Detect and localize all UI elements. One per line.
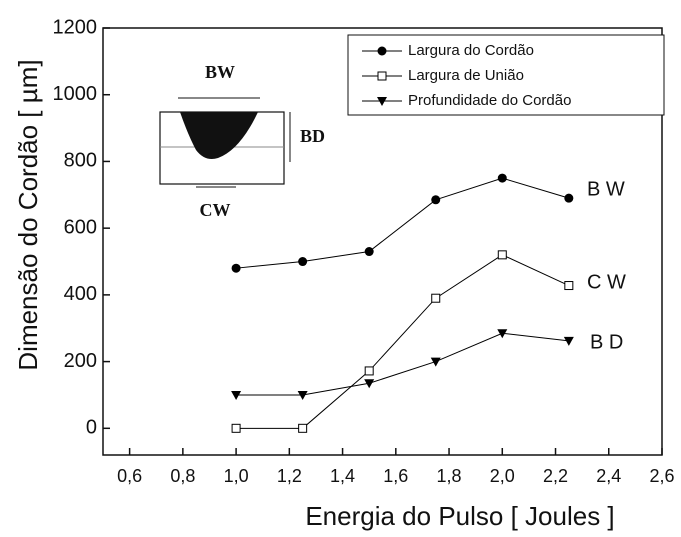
- inset-label: CW: [200, 200, 231, 220]
- series-line: [236, 177, 569, 269]
- marker: [377, 46, 387, 56]
- y-tick-label: 800: [64, 150, 97, 172]
- y-tick-label: 0: [86, 417, 97, 439]
- x-tick-label: 1,8: [437, 466, 462, 486]
- inset-diagram: BW BD CW: [159, 62, 325, 220]
- marker: [231, 390, 242, 400]
- y-tick-label: 200: [64, 350, 97, 372]
- marker: [430, 357, 441, 367]
- inset-label: BD: [300, 126, 325, 146]
- marker: [497, 329, 508, 339]
- marker: [364, 366, 374, 376]
- x-tick-label: 1,6: [383, 466, 408, 486]
- x-tick-label: 0,6: [117, 466, 142, 486]
- marker: [231, 423, 241, 433]
- marker: [564, 193, 574, 203]
- legend-box: [347, 34, 665, 116]
- marker: [497, 173, 507, 183]
- x-tick-label: 1,2: [277, 466, 302, 486]
- inset-label: BW: [205, 62, 235, 82]
- marker: [298, 257, 308, 267]
- plot-frame: [102, 27, 663, 456]
- marker: [431, 195, 441, 205]
- annotation: B D: [590, 331, 623, 353]
- marker: [297, 390, 308, 400]
- x-tick-label: 2,6: [649, 466, 674, 486]
- marker: [364, 247, 374, 257]
- y-tick-label: 600: [64, 216, 97, 238]
- x-tick-label: 2,0: [490, 466, 515, 486]
- y-tick-label: 1200: [53, 16, 98, 38]
- y-axis-label: Dimensão do Cordão [ µm]: [13, 59, 43, 370]
- x-tick-label: 2,2: [543, 466, 568, 486]
- legend-label: Largura de União: [408, 67, 524, 84]
- marker: [564, 281, 574, 291]
- series-line: [236, 254, 570, 429]
- y-tick-label: 1000: [53, 83, 98, 105]
- annotation: B W: [587, 178, 625, 200]
- marker: [377, 71, 387, 81]
- y-tick-label: 400: [64, 283, 97, 305]
- legend-label: Profundidade do Cordão: [408, 92, 571, 109]
- marker: [563, 336, 574, 346]
- marker: [364, 379, 375, 389]
- annotation: C W: [587, 271, 626, 293]
- inset-bead: [180, 112, 258, 159]
- marker: [377, 97, 387, 106]
- x-axis-label: Energia do Pulso [ Joules ]: [305, 501, 614, 531]
- series-line: [236, 332, 569, 396]
- marker: [497, 250, 507, 260]
- marker: [298, 423, 308, 433]
- x-tick-label: 1,4: [330, 466, 355, 486]
- marker: [231, 263, 241, 273]
- x-tick-label: 0,8: [170, 466, 195, 486]
- x-tick-label: 2,4: [596, 466, 621, 486]
- x-tick-label: 1,0: [224, 466, 249, 486]
- legend-label: Largura do Cordão: [408, 42, 534, 59]
- marker: [431, 293, 441, 303]
